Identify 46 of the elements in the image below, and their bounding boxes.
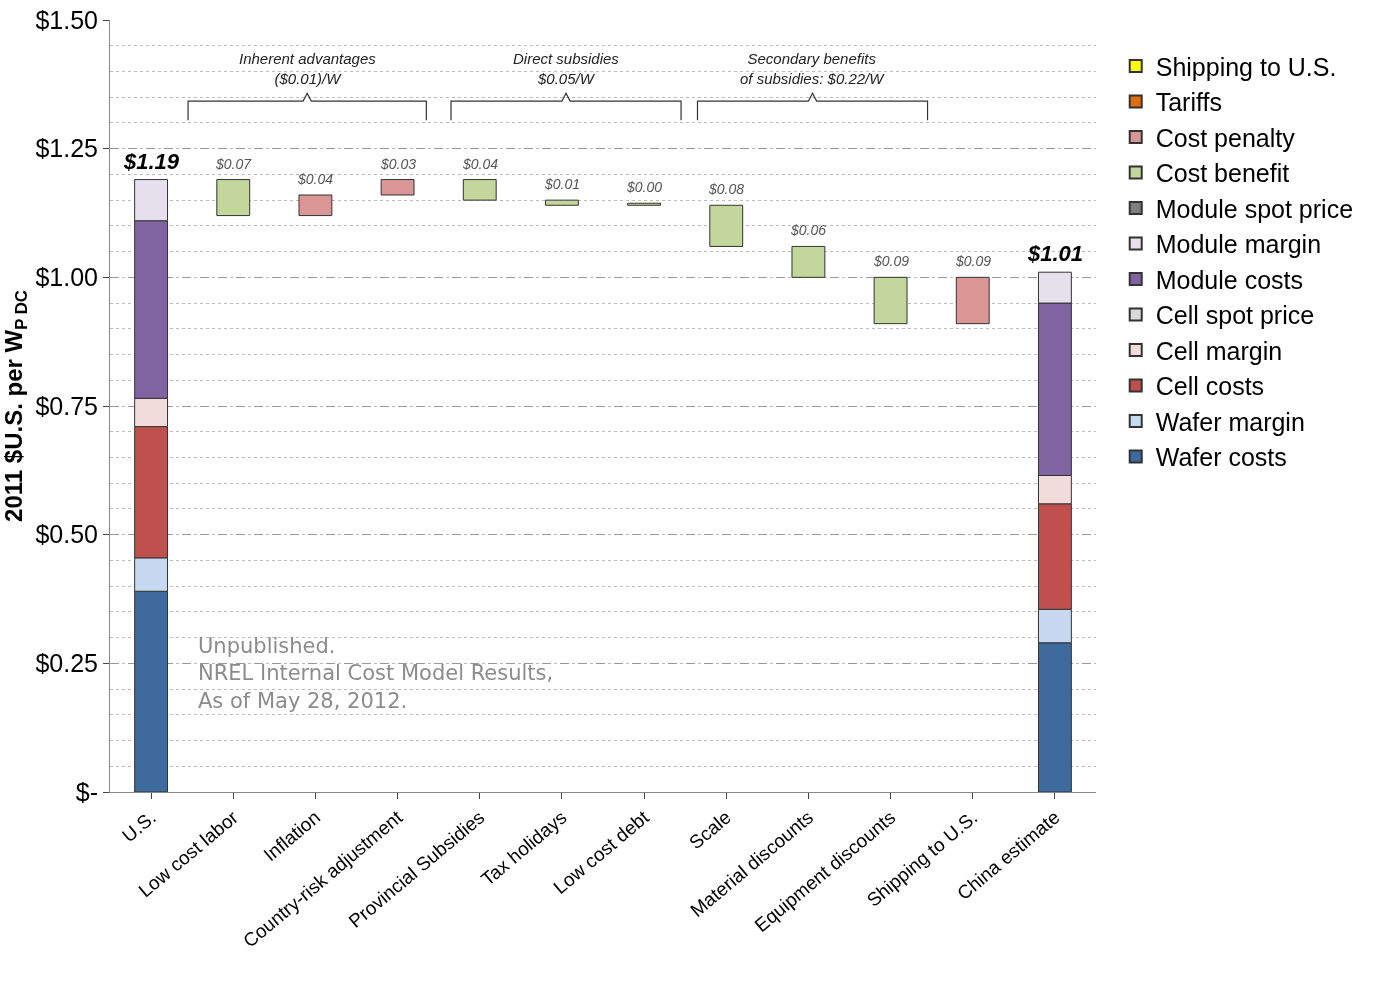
- bar: [298, 194, 333, 217]
- data-label: $0.04: [462, 156, 499, 172]
- x-tick-label: U.S.: [117, 806, 160, 847]
- data-label: $0.06: [790, 222, 827, 238]
- legend-label: Cell spot price: [1155, 301, 1315, 330]
- legend-label: Wafer margin: [1155, 407, 1305, 436]
- data-label: $0.08: [708, 181, 745, 197]
- y-tick-label: $1.50: [35, 5, 98, 34]
- annotation: Unpublished. NREL Internal Cost Model Results, As of May 28, 2012.: [198, 634, 554, 713]
- y-tick-label: $-: [75, 777, 98, 806]
- data-label: $0.00: [626, 179, 663, 195]
- legend-label: Module costs: [1155, 265, 1304, 294]
- legend-label: Module spot price: [1155, 194, 1354, 223]
- y-tick-label: $0.25: [35, 649, 98, 678]
- bar: [791, 245, 826, 278]
- bar: [955, 276, 990, 325]
- data-label: $0.07: [215, 156, 253, 172]
- bar: [873, 276, 908, 325]
- legend-label: Shipping to U.S.: [1155, 52, 1337, 81]
- legend-label: Tariffs: [1155, 88, 1222, 117]
- total-label: $1.01: [1027, 241, 1084, 266]
- legend-label: Cost penalty: [1155, 123, 1296, 152]
- annotation: Direct subsidies $0.05/W: [513, 50, 620, 87]
- data-label: $0.03: [380, 156, 417, 172]
- data-label: $0.01: [544, 176, 581, 192]
- annotation: Inherent advantages ($0.01)/W: [239, 50, 377, 87]
- y-tick-label: $1.00: [35, 263, 98, 292]
- bar: [544, 199, 579, 206]
- legend-label: Cost benefit: [1155, 159, 1290, 188]
- data-label: $0.09: [873, 253, 910, 269]
- y-tick-label: $1.25: [35, 134, 98, 163]
- y-tick-label: $0.75: [35, 391, 98, 420]
- bar: [216, 179, 251, 217]
- annotation: Secondary benefits of subsidies: $0.22/W: [740, 50, 886, 87]
- bar: [709, 204, 744, 247]
- legend-label: Wafer costs: [1155, 443, 1287, 472]
- y-tick-label: $0.50: [35, 520, 98, 549]
- bar: [380, 179, 415, 196]
- data-label: $0.04: [297, 171, 334, 187]
- legend-label: Cell margin: [1155, 336, 1283, 365]
- bar: [462, 179, 497, 201]
- legend-label: Cell costs: [1155, 372, 1265, 401]
- legend-label: Module margin: [1155, 230, 1322, 259]
- data-label: $0.09: [955, 253, 992, 269]
- total-label: $1.19: [123, 149, 180, 174]
- bar: [627, 202, 662, 206]
